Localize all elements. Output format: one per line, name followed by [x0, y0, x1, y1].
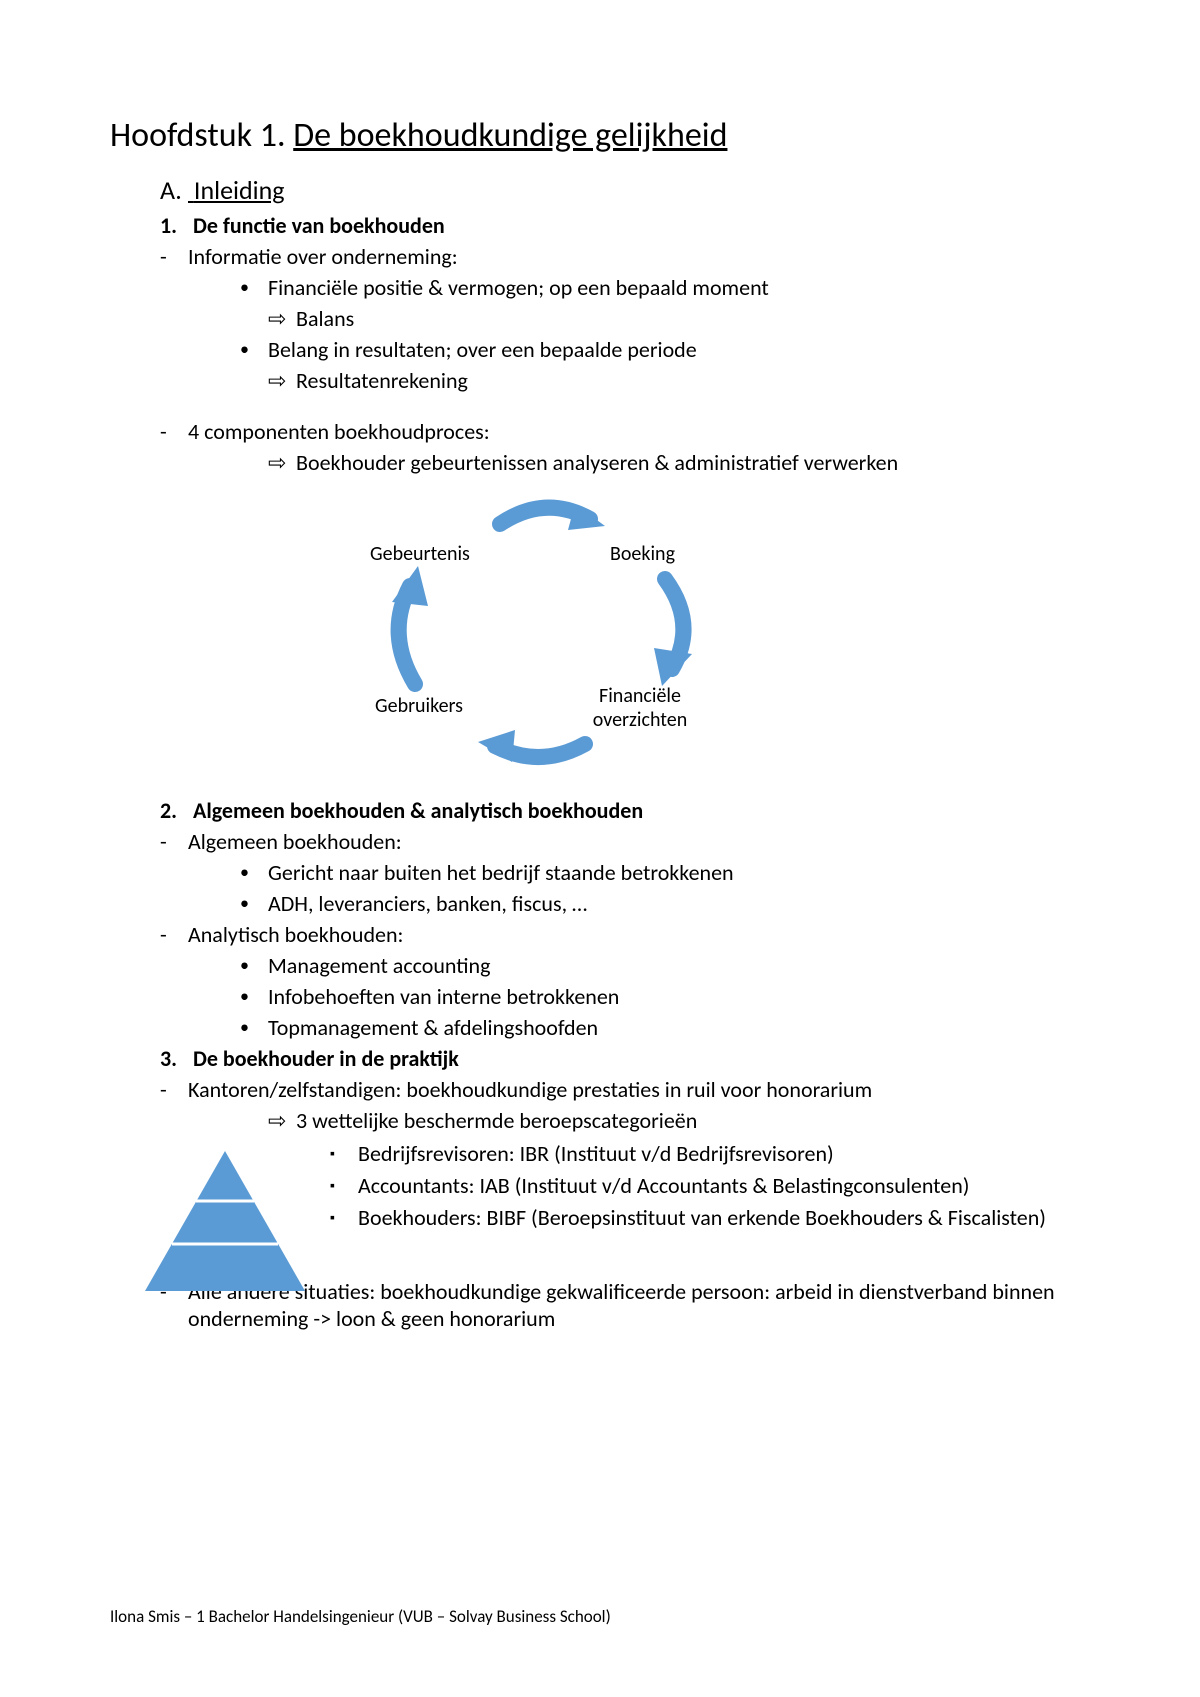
arrow-right-icon: ⇨: [268, 449, 296, 476]
list-item: - Kantoren/zelfstandigen: boekhoudkundig…: [160, 1076, 1090, 1103]
section-a-heading: A. Inleiding: [110, 174, 1090, 206]
list-item: - Algemeen boekhouden:: [160, 828, 1090, 855]
section-letter-label: Inleiding: [194, 174, 285, 206]
dash-icon: -: [160, 921, 188, 948]
subsection-2-label: Algemeen boekhouden & analytisch boekhou…: [193, 797, 643, 824]
text: Belang in resultaten; over een bepaalde …: [268, 336, 697, 363]
bullet-icon: •: [240, 859, 268, 886]
list-item: ⇨ Resultatenrekening: [268, 367, 1090, 394]
list-item: ▪ Boekhouders: BIBF (Beroepsinstituut va…: [330, 1204, 1090, 1232]
list-item: ⇨ 3 wettelijke beschermde beroepscategor…: [268, 1107, 1090, 1134]
text: Resultatenrekening: [296, 367, 468, 394]
title-prefix: Hoofdstuk 1.: [110, 115, 293, 156]
text: 4 componenten boekhoudproces:: [188, 418, 490, 445]
list-item: ⇨ Balans: [268, 305, 1090, 332]
list-item: - Analytisch boekhouden:: [160, 921, 1090, 948]
pyramid-icon: [140, 1146, 310, 1296]
list-item: • Belang in resultaten; over een bepaald…: [240, 336, 1090, 363]
dash-icon: -: [160, 1076, 188, 1103]
list-item: • Gericht naar buiten het bedrijf staand…: [240, 859, 1090, 886]
text: Kantoren/zelfstandigen: boekhoudkundige …: [188, 1076, 872, 1103]
dash-icon: -: [160, 243, 188, 270]
bullet-icon: •: [240, 274, 268, 301]
list-item: • ADH, leveranciers, banken, fiscus, …: [240, 890, 1090, 917]
cycle-node-gebeurtenis: Gebeurtenis: [370, 542, 470, 566]
subsection-1-heading: 1. De functie van boekhouden: [160, 212, 1090, 239]
arrow-right-icon: ⇨: [268, 1107, 296, 1134]
list-item: • Financiële positie & vermogen; op een …: [240, 274, 1090, 301]
text: Alle andere situaties: boekhoudkundige g…: [188, 1278, 1090, 1332]
text: Analytisch boekhouden:: [188, 921, 403, 948]
cycle-svg: [300, 484, 860, 789]
dash-icon: -: [160, 828, 188, 855]
text: Bedrijfsrevisoren: IBR (Instituut v/d Be…: [358, 1140, 834, 1168]
bullet-icon: •: [240, 336, 268, 363]
text: Boekhouders: BIBF (Beroepsinstituut van …: [358, 1204, 1046, 1232]
bullet-icon: •: [240, 952, 268, 979]
subsection-3-num: 3.: [160, 1045, 188, 1072]
list-item: • Management accounting: [240, 952, 1090, 979]
page: Hoofdstuk 1. De boekhoudkundige gelijkhe…: [0, 0, 1200, 1697]
list-item: • Infobehoeften van interne betrokkenen: [240, 983, 1090, 1010]
list-item: ▪ Bedrijfsrevisoren: IBR (Instituut v/d …: [330, 1140, 1090, 1168]
list-item: ▪ Accountants: IAB (Instituut v/d Accoun…: [330, 1172, 1090, 1200]
text: Gericht naar buiten het bedrijf staande …: [268, 859, 734, 886]
text: Management accounting: [268, 952, 490, 979]
list-item: - Informatie over onderneming:: [160, 243, 1090, 270]
subsection-2-heading: 2. Algemeen boekhouden & analytisch boek…: [160, 797, 1090, 824]
text: Algemeen boekhouden:: [188, 828, 402, 855]
text: Infobehoeften van interne betrokkenen: [268, 983, 619, 1010]
arrow-right-icon: ⇨: [268, 367, 296, 394]
text: Balans: [296, 305, 354, 332]
page-title: Hoofdstuk 1. De boekhoudkundige gelijkhe…: [110, 115, 1090, 156]
text: ADH, leveranciers, banken, fiscus, …: [268, 890, 587, 917]
page-footer: Ilona Smis – 1 Bachelor Handelsingenieur…: [110, 1606, 611, 1627]
square-icon: ▪: [330, 1204, 358, 1232]
square-icon: ▪: [330, 1172, 358, 1200]
text: Financiële positie & vermogen; op een be…: [268, 274, 769, 301]
subsection-1-num: 1.: [160, 212, 188, 239]
bullet-icon: •: [240, 1014, 268, 1041]
dash-icon: -: [160, 418, 188, 445]
cycle-node-gebruikers: Gebruikers: [375, 694, 463, 718]
text: Topmanagement & afdelingshoofden: [268, 1014, 598, 1041]
list-item: • Topmanagement & afdelingshoofden: [240, 1014, 1090, 1041]
arrow-right-icon: ⇨: [268, 305, 296, 332]
subsection-3-label: De boekhouder in de praktijk: [193, 1045, 459, 1072]
cycle-diagram: Gebeurtenis Boeking Financiëleoverzichte…: [300, 484, 860, 789]
subsection-1-label: De functie van boekhouden: [193, 212, 445, 239]
bullet-icon: •: [240, 890, 268, 917]
subsection-3-heading: 3. De boekhouder in de praktijk: [160, 1045, 1090, 1072]
list-item: - 4 componenten boekhoudproces:: [160, 418, 1090, 445]
title-main: De boekhoudkundige gelijkheid: [293, 115, 727, 156]
text: Boekhouder gebeurtenissen analyseren & a…: [296, 449, 898, 476]
list-item: ⇨ Boekhouder gebeurtenissen analyseren &…: [268, 449, 1090, 476]
cycle-node-boeking: Boeking: [610, 542, 675, 566]
text: 3 wettelijke beschermde beroepscategorie…: [296, 1107, 697, 1134]
text: Informatie over onderneming:: [188, 243, 458, 270]
bullet-icon: •: [240, 983, 268, 1010]
section-letter: A.: [160, 174, 188, 206]
cycle-node-financiele: Financiëleoverzichten: [580, 684, 700, 732]
square-icon: ▪: [330, 1140, 358, 1168]
pyramid-block: ▪ Bedrijfsrevisoren: IBR (Instituut v/d …: [160, 1140, 1090, 1232]
subsection-2-num: 2.: [160, 797, 188, 824]
text: Accountants: IAB (Instituut v/d Accounta…: [358, 1172, 969, 1200]
